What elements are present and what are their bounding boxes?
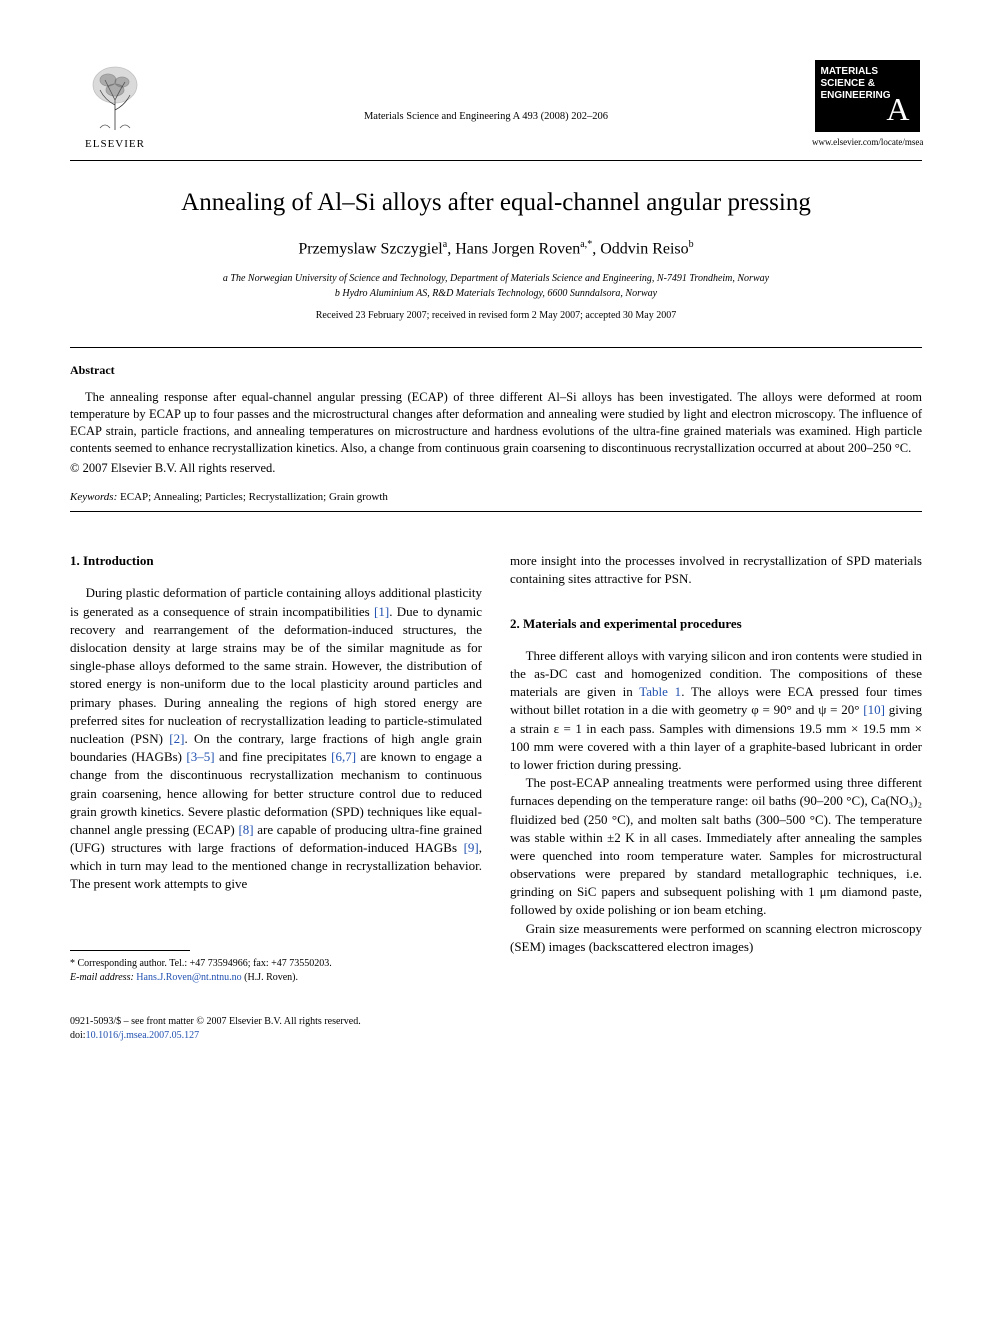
column-right: more insight into the processes involved… — [510, 552, 922, 984]
ref-1[interactable]: [1] — [374, 604, 389, 619]
page-header: ELSEVIER Materials Science and Engineeri… — [70, 60, 922, 152]
author-3-affil: b — [689, 239, 694, 250]
body-columns: 1. Introduction During plastic deformati… — [70, 552, 922, 984]
methods-p1: Three different alloys with varying sili… — [510, 647, 922, 774]
affiliation-a: a The Norwegian University of Science an… — [70, 271, 922, 286]
abstract-heading: Abstract — [70, 362, 922, 379]
journal-url: www.elsevier.com/locate/msea — [812, 136, 922, 149]
ref-3-5[interactable]: [3–5] — [186, 749, 214, 764]
publisher-logo: ELSEVIER — [70, 60, 160, 152]
keywords-label: Keywords: — [70, 491, 117, 503]
keywords-text: ECAP; Annealing; Particles; Recrystalliz… — [117, 491, 388, 503]
abstract-copyright: © 2007 Elsevier B.V. All rights reserved… — [70, 460, 922, 478]
header-divider — [70, 160, 922, 161]
affiliations: a The Norwegian University of Science an… — [70, 271, 922, 301]
author-1: Przemyslaw Szczygiel — [298, 241, 442, 258]
doi-label: doi: — [70, 1030, 86, 1041]
ref-6-7[interactable]: [6,7] — [331, 749, 356, 764]
ref-2[interactable]: [2] — [169, 731, 184, 746]
ref-9[interactable]: [9] — [464, 840, 479, 855]
journal-name-line2: SCIENCE & — [821, 78, 914, 90]
article-title: Annealing of Al–Si alloys after equal-ch… — [70, 185, 922, 220]
elsevier-tree-icon — [80, 60, 150, 135]
column-left: 1. Introduction During plastic deformati… — [70, 552, 482, 984]
email-suffix: (H.J. Roven). — [242, 972, 298, 983]
intro-paragraph: During plastic deformation of particle c… — [70, 584, 482, 893]
article-dates: Received 23 February 2007; received in r… — [70, 309, 922, 323]
author-list: Przemyslaw Szczygiela, Hans Jorgen Roven… — [70, 238, 922, 261]
author-2: Hans Jorgen Roven — [455, 241, 580, 258]
journal-name-line1: MATERIALS — [821, 66, 914, 78]
intro-continuation: more insight into the processes involved… — [510, 552, 922, 588]
journal-reference: Materials Science and Engineering A 493 … — [160, 60, 812, 125]
journal-letter: A — [886, 90, 909, 128]
methods-p3: Grain size measurements were performed o… — [510, 920, 922, 956]
doi-link[interactable]: 10.1016/j.msea.2007.05.127 — [86, 1030, 200, 1041]
ref-10[interactable]: [10] — [863, 702, 885, 717]
journal-logo: MATERIALS SCIENCE & ENGINEERING A www.el… — [812, 60, 922, 149]
table-1-link[interactable]: Table 1 — [639, 684, 681, 699]
email-label: E-mail address: — [70, 972, 134, 983]
author-3: Oddvin Reiso — [600, 241, 688, 258]
author-1-affil: a — [443, 239, 447, 250]
ref-8[interactable]: [8] — [238, 822, 253, 837]
methods-p2: The post-ECAP annealing treatments were … — [510, 774, 922, 920]
keywords: Keywords: ECAP; Annealing; Particles; Re… — [70, 490, 922, 505]
author-2-star: * — [587, 239, 592, 250]
email-link[interactable]: Hans.J.Roven@nt.ntnu.no — [136, 972, 241, 983]
intro-heading: 1. Introduction — [70, 552, 482, 570]
footnote-divider — [70, 950, 190, 951]
corresponding-author: * Corresponding author. Tel.: +47 735949… — [70, 957, 482, 971]
abstract-divider-top — [70, 347, 922, 348]
issn-line: 0921-5093/$ – see front matter © 2007 El… — [70, 1015, 922, 1029]
abstract-text: The annealing response after equal-chann… — [70, 389, 922, 457]
affiliation-b: b Hydro Aluminium AS, R&D Materials Tech… — [70, 286, 922, 301]
footer-info: 0921-5093/$ – see front matter © 2007 El… — [70, 1015, 922, 1043]
corresponding-footnote: * Corresponding author. Tel.: +47 735949… — [70, 957, 482, 985]
publisher-name: ELSEVIER — [85, 137, 145, 152]
abstract-divider-bottom — [70, 511, 922, 512]
methods-heading: 2. Materials and experimental procedures — [510, 615, 922, 633]
journal-box: MATERIALS SCIENCE & ENGINEERING A — [815, 60, 920, 132]
